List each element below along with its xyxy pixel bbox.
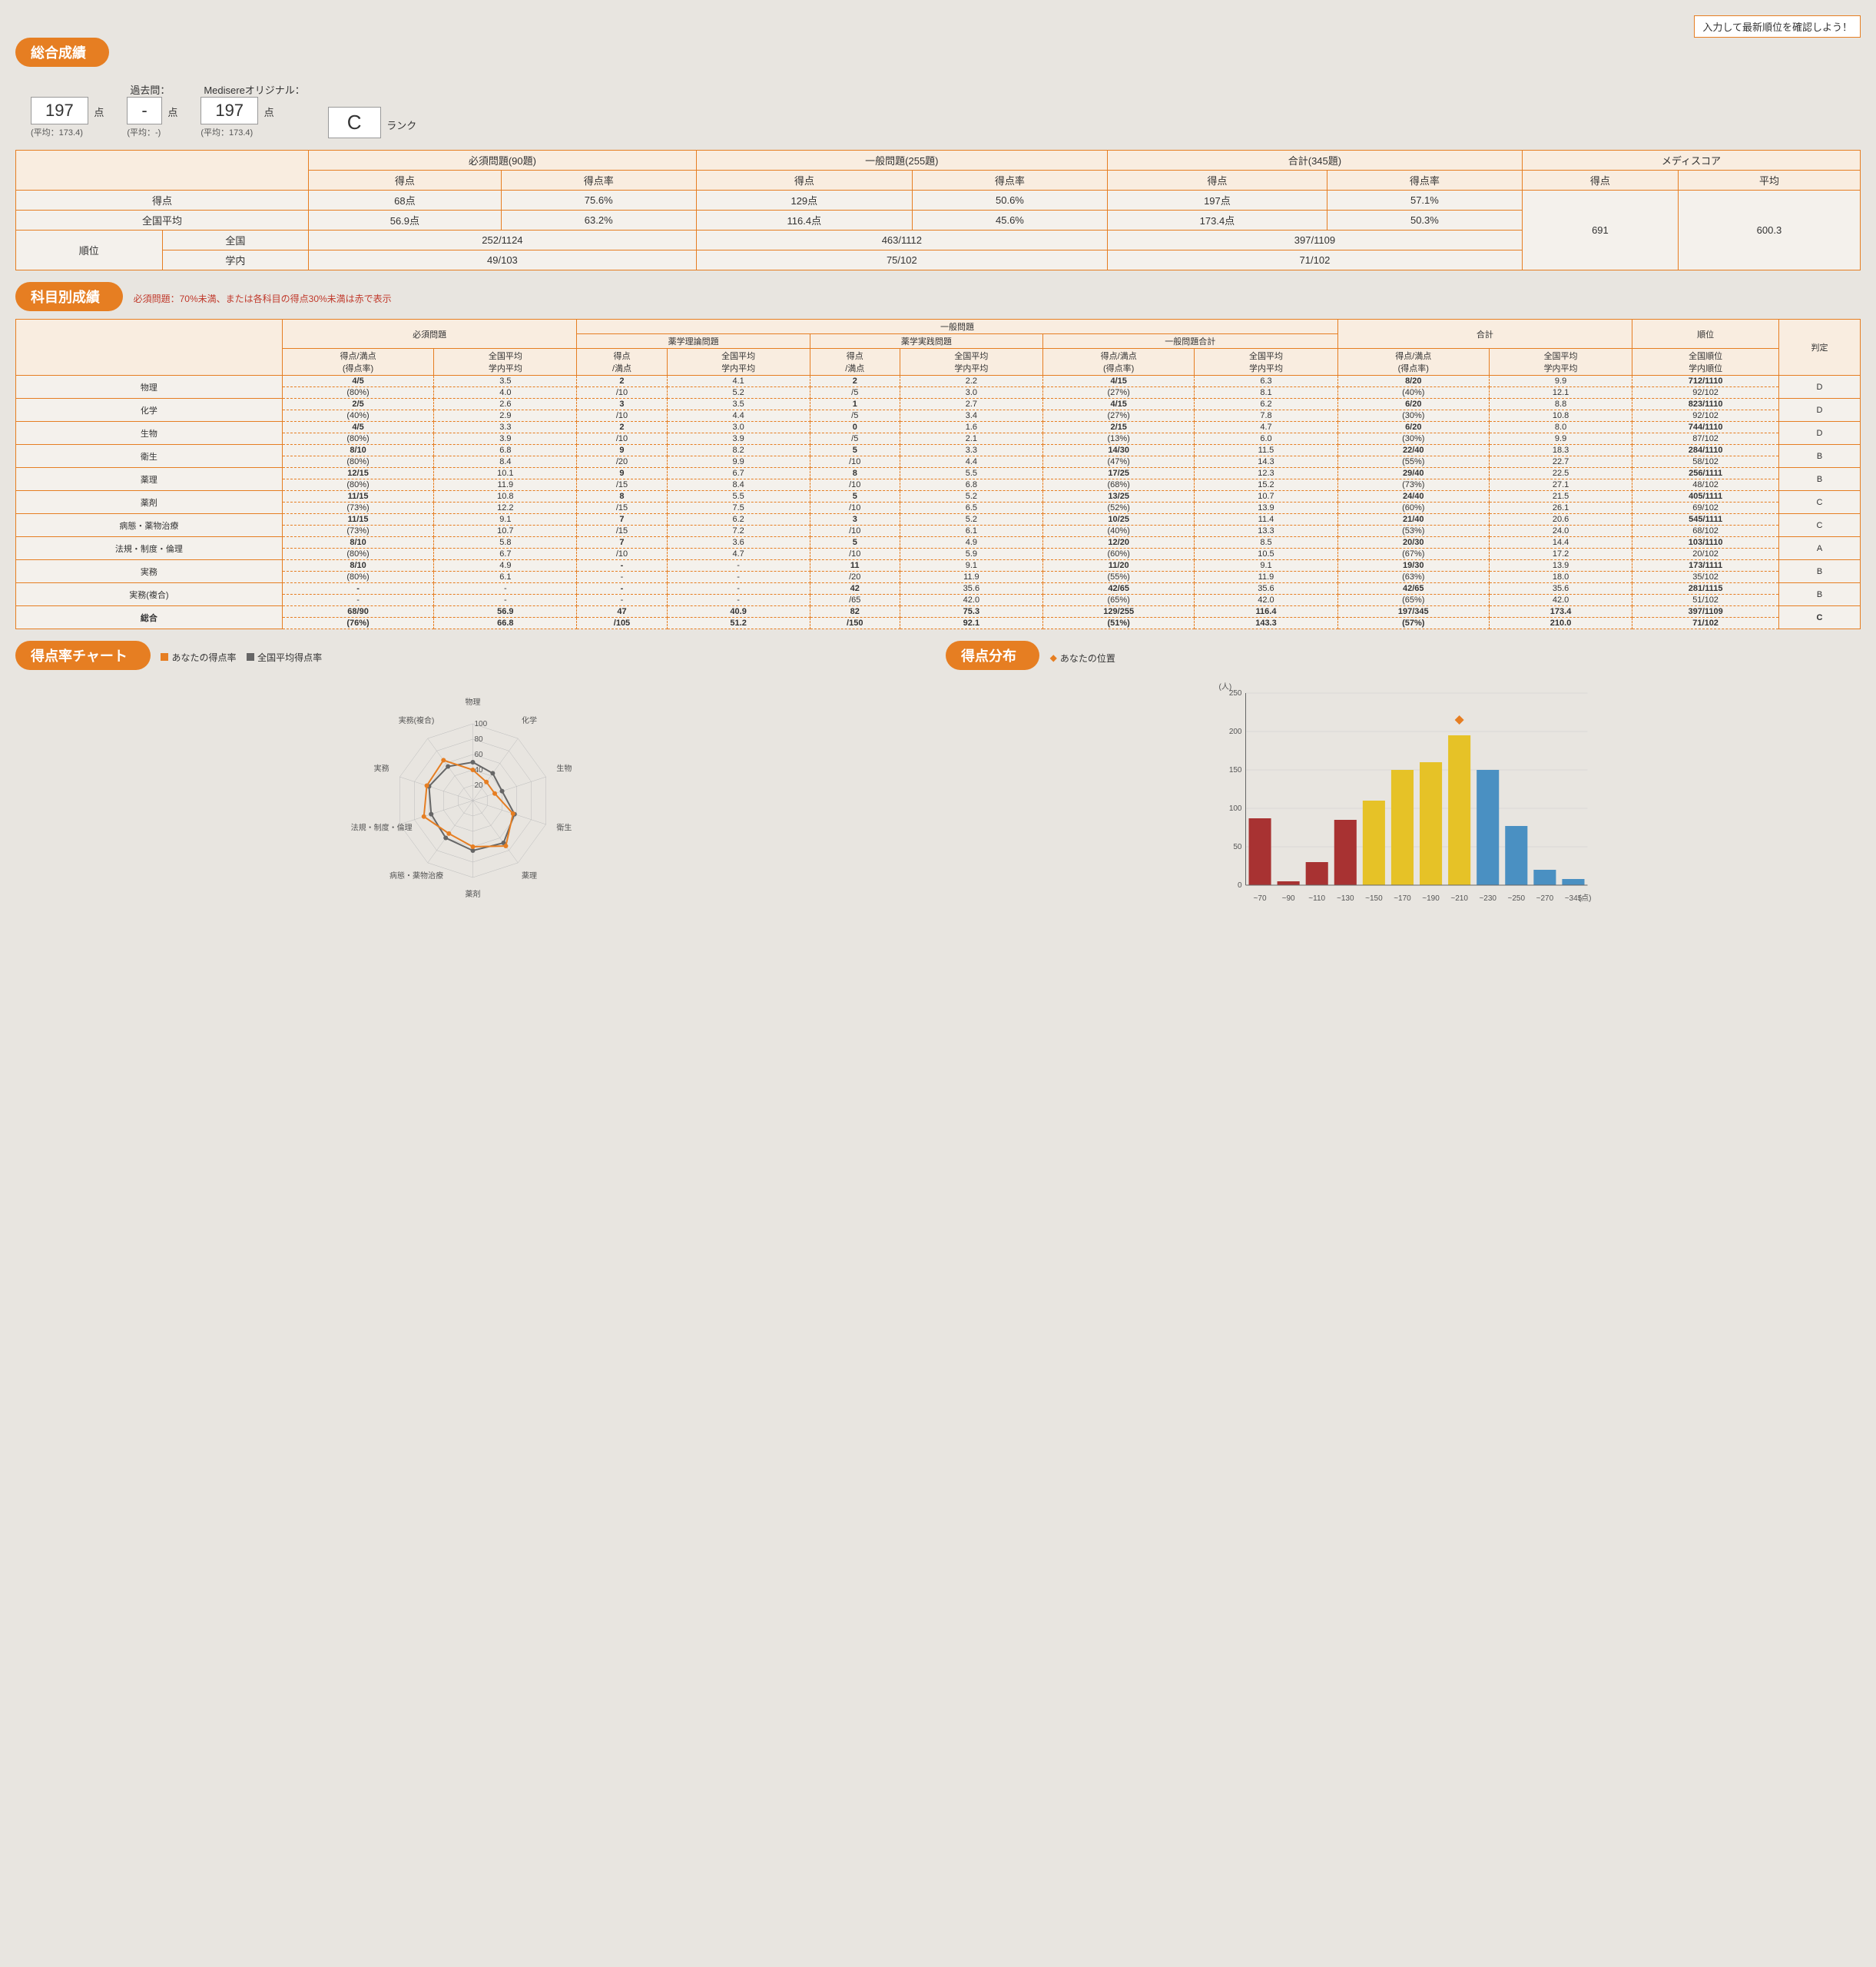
bar-title: 得点分布 [946, 641, 1039, 670]
svg-text:物理: 物理 [466, 697, 481, 707]
medisere-unit: 点 [264, 107, 274, 118]
bar-chart: (人)050100150200250~70~90~110~130~150~170… [946, 678, 1861, 908]
bar-legend: ◆あなたの位置 [1050, 652, 1115, 665]
svg-text:薬理: 薬理 [522, 871, 537, 881]
subject-table: 必須問題一般問題合計順位判定薬学理論問題薬学実践問題一般問題合計得点/満点(得点… [15, 319, 1861, 629]
total-avg: (平均：173.4) [31, 126, 104, 138]
svg-text:150: 150 [1229, 766, 1242, 775]
subject-note: 必須問題：70%未満、または各科目の得点30%未満は赤で表示 [134, 294, 392, 304]
radar-legend-avg: 全国平均得点率 [247, 651, 322, 664]
svg-text:60: 60 [475, 751, 484, 759]
radar-legend-you: あなたの得点率 [161, 651, 236, 664]
total-score-box: 197 [31, 97, 88, 124]
svg-text:20: 20 [475, 781, 484, 790]
svg-text:~190: ~190 [1422, 894, 1440, 903]
kakomon-avg: (平均：-) [127, 126, 177, 138]
medisere-box: 197 [201, 97, 258, 124]
svg-text:0: 0 [1238, 881, 1242, 890]
kakomon-box: - [127, 97, 161, 124]
svg-text:(点): (点) [1579, 894, 1592, 903]
medisere-label: Medisereオリジナル： [204, 82, 304, 97]
radar-title: 得点率チャート [15, 641, 151, 670]
svg-text:200: 200 [1229, 728, 1242, 736]
kakomon-label: 過去問： [130, 82, 177, 97]
svg-text:~90: ~90 [1282, 894, 1295, 903]
rank-box: C [328, 107, 381, 138]
banner-note: 入力して最新順位を確認しよう！ [1694, 15, 1861, 38]
svg-text:~70: ~70 [1254, 894, 1267, 903]
svg-text:~150: ~150 [1365, 894, 1383, 903]
svg-text:~250: ~250 [1508, 894, 1526, 903]
radar-chart: 20406080100物理化学生物衛生薬理薬剤病態・薬物治療法規・制度・倫理実務… [15, 678, 930, 908]
svg-text:病態・薬物治療: 病態・薬物治療 [389, 871, 443, 881]
svg-text:衛生: 衛生 [556, 823, 572, 833]
svg-text:80: 80 [475, 735, 484, 744]
svg-text:実務(複合): 実務(複合) [399, 715, 435, 725]
svg-text:100: 100 [1229, 804, 1242, 813]
svg-text:実務: 実務 [374, 763, 389, 773]
section-overall-title: 総合成績 [15, 38, 109, 67]
kakomon-unit: 点 [167, 107, 177, 118]
rank-label: ランク [386, 120, 416, 131]
svg-text:化学: 化学 [522, 715, 537, 725]
svg-text:法規・制度・倫理: 法規・制度・倫理 [351, 823, 413, 833]
score-table: 必須問題(90題)一般問題(255題)合計(345題)メディスコア得点得点率得点… [15, 150, 1861, 270]
medisere-avg: (平均：173.4) [201, 126, 304, 138]
svg-text:100: 100 [475, 720, 488, 728]
total-score-unit: 点 [94, 107, 104, 118]
svg-text:薬剤: 薬剤 [466, 889, 481, 899]
svg-text:~170: ~170 [1394, 894, 1411, 903]
section-subject-title: 科目別成績 [15, 282, 123, 311]
svg-text:~210: ~210 [1450, 894, 1468, 903]
svg-text:~130: ~130 [1337, 894, 1354, 903]
svg-text:生物: 生物 [556, 763, 572, 773]
svg-text:~110: ~110 [1308, 894, 1325, 903]
svg-text:~230: ~230 [1479, 894, 1496, 903]
svg-text:250: 250 [1229, 689, 1242, 698]
svg-text:50: 50 [1233, 843, 1242, 851]
summary-row: 197 点 (平均：173.4) 過去問： - 点 (平均：-) Mediser… [31, 82, 1861, 138]
svg-text:~270: ~270 [1536, 894, 1554, 903]
